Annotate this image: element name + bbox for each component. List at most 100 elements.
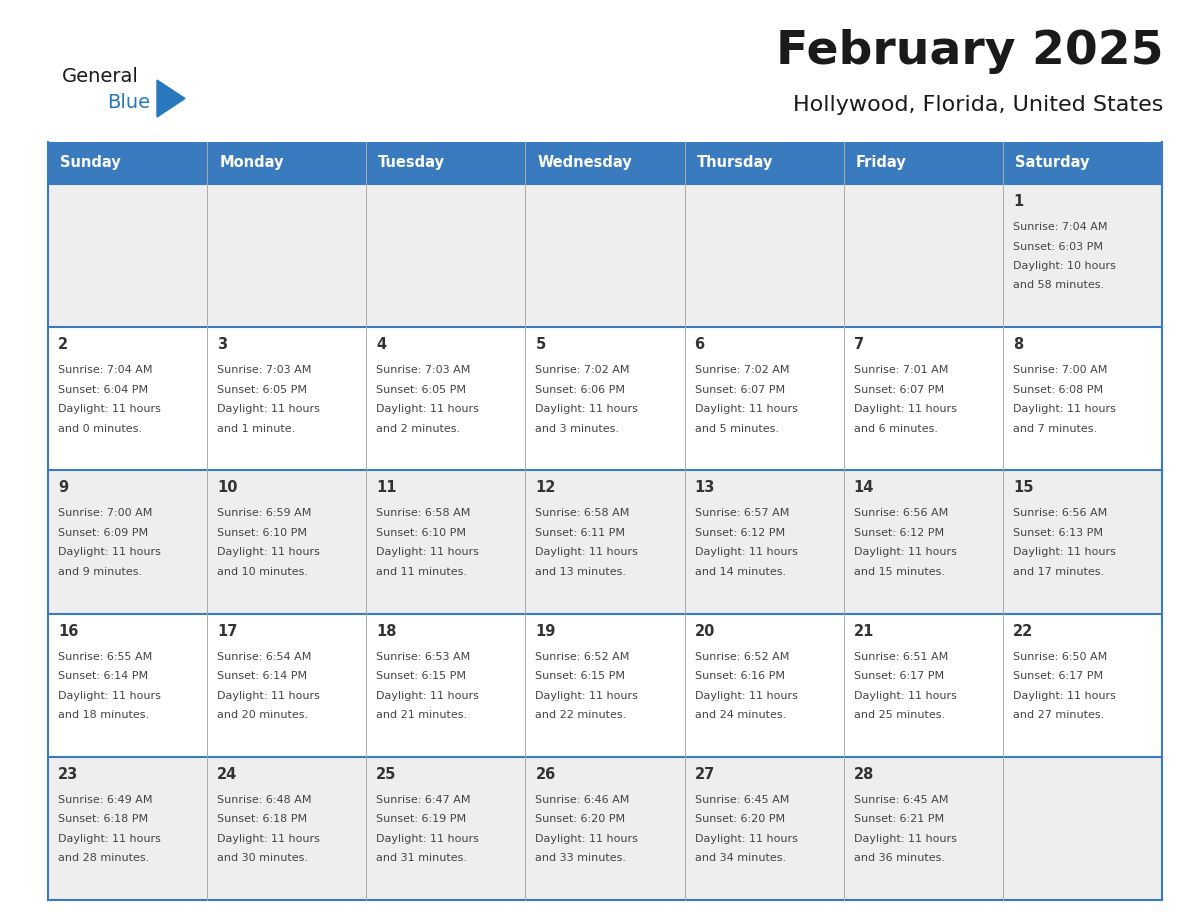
Text: Sunset: 6:10 PM: Sunset: 6:10 PM [217, 528, 308, 538]
Text: Sunset: 6:12 PM: Sunset: 6:12 PM [695, 528, 785, 538]
Text: Sunrise: 6:53 AM: Sunrise: 6:53 AM [377, 652, 470, 662]
Text: Sunset: 6:12 PM: Sunset: 6:12 PM [854, 528, 943, 538]
Text: Daylight: 11 hours: Daylight: 11 hours [695, 547, 797, 557]
Text: 7: 7 [854, 337, 864, 353]
Text: and 5 minutes.: and 5 minutes. [695, 424, 778, 433]
Text: Sunrise: 6:57 AM: Sunrise: 6:57 AM [695, 509, 789, 519]
Bar [48, 470, 1162, 613]
Text: Sunset: 6:14 PM: Sunset: 6:14 PM [58, 671, 148, 681]
Text: Daylight: 11 hours: Daylight: 11 hours [58, 834, 160, 844]
Text: Sunrise: 7:03 AM: Sunrise: 7:03 AM [377, 365, 470, 375]
Text: 1: 1 [1013, 194, 1023, 209]
Text: February 2025: February 2025 [776, 29, 1163, 74]
Text: Sunrise: 6:46 AM: Sunrise: 6:46 AM [536, 795, 630, 805]
Text: and 21 minutes.: and 21 minutes. [377, 711, 467, 720]
Text: Sunrise: 7:02 AM: Sunrise: 7:02 AM [536, 365, 630, 375]
Text: Sunrise: 7:02 AM: Sunrise: 7:02 AM [695, 365, 789, 375]
Text: and 13 minutes.: and 13 minutes. [536, 567, 626, 577]
Text: Saturday: Saturday [1015, 155, 1089, 171]
Text: Daylight: 11 hours: Daylight: 11 hours [854, 404, 956, 414]
Text: Daylight: 11 hours: Daylight: 11 hours [536, 547, 638, 557]
Text: 12: 12 [536, 480, 556, 496]
Text: Sunset: 6:17 PM: Sunset: 6:17 PM [854, 671, 943, 681]
Text: Sunrise: 6:59 AM: Sunrise: 6:59 AM [217, 509, 311, 519]
Text: Daylight: 11 hours: Daylight: 11 hours [854, 547, 956, 557]
Text: Sunrise: 6:48 AM: Sunrise: 6:48 AM [217, 795, 311, 805]
Text: Friday: Friday [855, 155, 906, 171]
Text: 25: 25 [377, 767, 397, 782]
Text: Sunset: 6:07 PM: Sunset: 6:07 PM [854, 385, 943, 395]
Text: Daylight: 11 hours: Daylight: 11 hours [377, 404, 479, 414]
Text: Sunrise: 6:45 AM: Sunrise: 6:45 AM [854, 795, 948, 805]
Bar [48, 756, 1162, 900]
Text: 13: 13 [695, 480, 715, 496]
Text: Sunrise: 6:56 AM: Sunrise: 6:56 AM [854, 509, 948, 519]
Text: Sunset: 6:09 PM: Sunset: 6:09 PM [58, 528, 148, 538]
Text: Daylight: 11 hours: Daylight: 11 hours [1013, 547, 1116, 557]
Text: Wednesday: Wednesday [537, 155, 632, 171]
Text: 6: 6 [695, 337, 704, 353]
Text: Sunrise: 6:58 AM: Sunrise: 6:58 AM [536, 509, 630, 519]
Text: 15: 15 [1013, 480, 1034, 496]
Text: Sunset: 6:05 PM: Sunset: 6:05 PM [377, 385, 466, 395]
Text: and 25 minutes.: and 25 minutes. [854, 711, 944, 720]
Text: Daylight: 11 hours: Daylight: 11 hours [377, 547, 479, 557]
Bar [48, 142, 1162, 184]
Text: 21: 21 [854, 623, 874, 639]
Text: Daylight: 11 hours: Daylight: 11 hours [58, 547, 160, 557]
Text: Sunrise: 7:00 AM: Sunrise: 7:00 AM [1013, 365, 1107, 375]
Text: and 36 minutes.: and 36 minutes. [854, 854, 944, 863]
Text: Sunset: 6:20 PM: Sunset: 6:20 PM [695, 814, 785, 824]
Text: 18: 18 [377, 623, 397, 639]
Bar [48, 327, 1162, 470]
Text: 9: 9 [58, 480, 68, 496]
Text: Sunset: 6:08 PM: Sunset: 6:08 PM [1013, 385, 1102, 395]
Text: Daylight: 11 hours: Daylight: 11 hours [536, 690, 638, 700]
Text: and 28 minutes.: and 28 minutes. [58, 854, 150, 863]
Text: Blue: Blue [107, 93, 150, 112]
Text: Sunrise: 7:04 AM: Sunrise: 7:04 AM [1013, 222, 1107, 232]
Text: 10: 10 [217, 480, 238, 496]
Text: Sunset: 6:16 PM: Sunset: 6:16 PM [695, 671, 784, 681]
Text: 4: 4 [377, 337, 386, 353]
Text: and 31 minutes.: and 31 minutes. [377, 854, 467, 863]
Text: and 33 minutes.: and 33 minutes. [536, 854, 626, 863]
Text: Sunrise: 7:00 AM: Sunrise: 7:00 AM [58, 509, 152, 519]
Text: 24: 24 [217, 767, 238, 782]
Text: and 9 minutes.: and 9 minutes. [58, 567, 143, 577]
Text: Sunrise: 6:52 AM: Sunrise: 6:52 AM [695, 652, 789, 662]
Text: Daylight: 11 hours: Daylight: 11 hours [217, 404, 320, 414]
Text: Daylight: 11 hours: Daylight: 11 hours [854, 834, 956, 844]
Text: 8: 8 [1013, 337, 1023, 353]
Text: Sunset: 6:11 PM: Sunset: 6:11 PM [536, 528, 625, 538]
Text: and 58 minutes.: and 58 minutes. [1013, 281, 1104, 290]
Text: 22: 22 [1013, 623, 1034, 639]
Text: 11: 11 [377, 480, 397, 496]
Text: Daylight: 11 hours: Daylight: 11 hours [854, 690, 956, 700]
Text: Sunrise: 6:56 AM: Sunrise: 6:56 AM [1013, 509, 1107, 519]
Text: and 22 minutes.: and 22 minutes. [536, 711, 627, 720]
Bar [48, 613, 1162, 756]
Text: 5: 5 [536, 337, 545, 353]
Text: and 24 minutes.: and 24 minutes. [695, 711, 785, 720]
Text: Sunrise: 6:55 AM: Sunrise: 6:55 AM [58, 652, 152, 662]
Text: and 1 minute.: and 1 minute. [217, 424, 296, 433]
Text: Daylight: 11 hours: Daylight: 11 hours [377, 690, 479, 700]
Text: Sunset: 6:15 PM: Sunset: 6:15 PM [536, 671, 625, 681]
Text: Daylight: 11 hours: Daylight: 11 hours [695, 404, 797, 414]
Text: Sunset: 6:19 PM: Sunset: 6:19 PM [377, 814, 467, 824]
Text: Sunrise: 7:01 AM: Sunrise: 7:01 AM [854, 365, 948, 375]
Text: Sunrise: 6:50 AM: Sunrise: 6:50 AM [1013, 652, 1107, 662]
Text: Sunset: 6:14 PM: Sunset: 6:14 PM [217, 671, 308, 681]
Text: Daylight: 11 hours: Daylight: 11 hours [377, 834, 479, 844]
Text: 16: 16 [58, 623, 78, 639]
Text: Daylight: 11 hours: Daylight: 11 hours [1013, 690, 1116, 700]
Text: and 15 minutes.: and 15 minutes. [854, 567, 944, 577]
Polygon shape [157, 80, 185, 117]
Text: 2: 2 [58, 337, 68, 353]
Text: Sunset: 6:06 PM: Sunset: 6:06 PM [536, 385, 625, 395]
Text: Sunrise: 6:45 AM: Sunrise: 6:45 AM [695, 795, 789, 805]
Text: Sunrise: 7:03 AM: Sunrise: 7:03 AM [217, 365, 311, 375]
Text: and 34 minutes.: and 34 minutes. [695, 854, 785, 863]
Text: 20: 20 [695, 623, 715, 639]
